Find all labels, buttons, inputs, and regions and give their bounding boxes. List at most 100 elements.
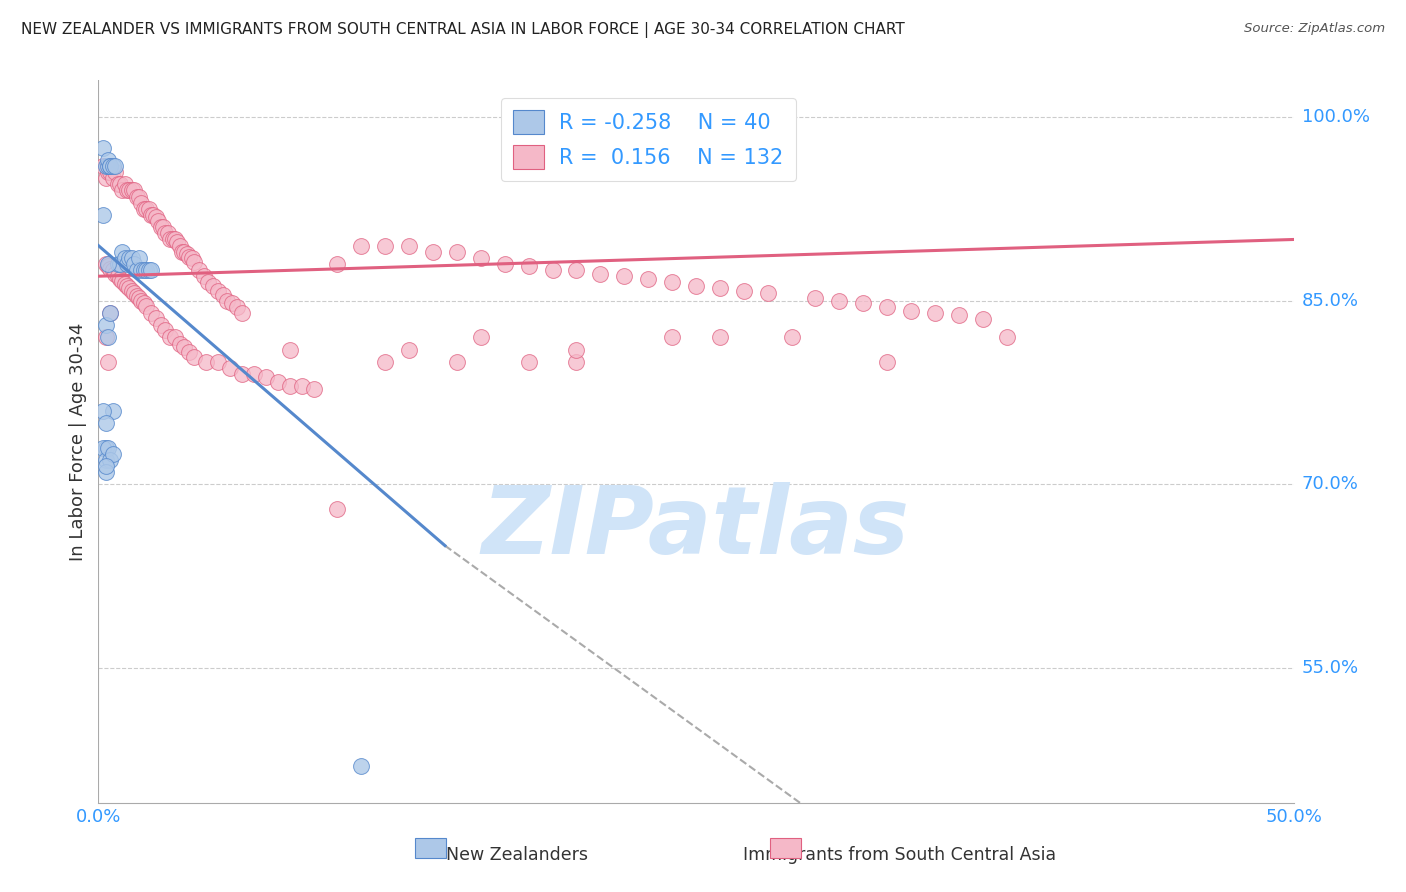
- Point: [115, 184, 138, 198]
- Point: [114, 277, 136, 291]
- Point: [111, 244, 134, 259]
- Point: [94, 465, 117, 479]
- Point: [852, 296, 875, 310]
- Point: [470, 330, 492, 344]
- Point: [91, 404, 114, 418]
- Point: [162, 232, 184, 246]
- Text: ZIPatlas: ZIPatlas: [482, 483, 910, 574]
- Point: [125, 189, 148, 203]
- Point: [179, 345, 201, 359]
- Point: [422, 244, 444, 259]
- Point: [91, 441, 114, 455]
- Point: [114, 178, 136, 192]
- Point: [104, 165, 127, 179]
- Legend: R = -0.258    N = 40, R =  0.156    N = 132: R = -0.258 N = 40, R = 0.156 N = 132: [501, 98, 796, 181]
- Point: [159, 330, 181, 344]
- Point: [202, 279, 225, 293]
- Point: [124, 286, 146, 301]
- Point: [107, 269, 129, 284]
- Point: [207, 355, 229, 369]
- Point: [94, 453, 117, 467]
- Text: NEW ZEALANDER VS IMMIGRANTS FROM SOUTH CENTRAL ASIA IN LABOR FORCE | AGE 30-34 C: NEW ZEALANDER VS IMMIGRANTS FROM SOUTH C…: [21, 22, 905, 38]
- Point: [613, 269, 636, 284]
- Point: [128, 291, 150, 305]
- Point: [118, 251, 141, 265]
- Point: [101, 171, 124, 186]
- Point: [159, 232, 181, 246]
- Point: [173, 340, 195, 354]
- Point: [166, 235, 188, 249]
- Point: [125, 289, 148, 303]
- Point: [97, 257, 120, 271]
- Point: [139, 306, 162, 320]
- Point: [326, 502, 349, 516]
- Point: [94, 416, 117, 430]
- Point: [135, 263, 157, 277]
- Point: [138, 263, 160, 277]
- Point: [231, 367, 253, 381]
- Y-axis label: In Labor Force | Age 30-34: In Labor Force | Age 30-34: [69, 322, 87, 561]
- Point: [661, 276, 683, 290]
- Text: 100.0%: 100.0%: [1302, 108, 1369, 126]
- Point: [470, 251, 492, 265]
- Point: [94, 441, 117, 455]
- Point: [94, 458, 117, 473]
- Point: [709, 330, 731, 344]
- Point: [179, 250, 201, 264]
- Point: [104, 267, 127, 281]
- Point: [132, 202, 155, 216]
- Point: [148, 214, 170, 228]
- Point: [94, 318, 117, 333]
- Point: [139, 263, 162, 277]
- Point: [98, 159, 122, 173]
- Point: [124, 257, 146, 271]
- Point: [135, 202, 157, 216]
- Point: [121, 284, 143, 298]
- Point: [972, 312, 994, 326]
- Point: [145, 310, 167, 325]
- Point: [94, 159, 117, 173]
- Point: [125, 263, 148, 277]
- Point: [183, 350, 205, 364]
- Text: 85.0%: 85.0%: [1302, 292, 1358, 310]
- Point: [121, 251, 143, 265]
- Point: [114, 251, 136, 265]
- Point: [97, 355, 120, 369]
- Point: [211, 287, 233, 301]
- Point: [163, 232, 186, 246]
- Point: [97, 260, 120, 274]
- Point: [149, 220, 172, 235]
- Point: [104, 159, 127, 173]
- Point: [876, 300, 898, 314]
- Point: [149, 318, 172, 333]
- Point: [172, 244, 194, 259]
- Point: [169, 238, 191, 252]
- Point: [115, 279, 138, 293]
- Point: [128, 189, 150, 203]
- Text: 70.0%: 70.0%: [1302, 475, 1358, 493]
- Point: [193, 269, 215, 284]
- Point: [98, 159, 122, 173]
- Point: [169, 336, 191, 351]
- Point: [97, 165, 120, 179]
- Point: [111, 184, 134, 198]
- Text: Source: ZipAtlas.com: Source: ZipAtlas.com: [1244, 22, 1385, 36]
- Point: [197, 276, 219, 290]
- Point: [132, 263, 155, 277]
- Point: [446, 244, 468, 259]
- Point: [145, 211, 167, 225]
- Point: [243, 367, 266, 381]
- Point: [101, 263, 124, 277]
- Point: [131, 293, 153, 308]
- Point: [155, 323, 177, 337]
- Point: [828, 293, 851, 308]
- Point: [107, 178, 129, 192]
- Point: [98, 306, 122, 320]
- Point: [326, 257, 349, 271]
- Point: [91, 208, 114, 222]
- Point: [163, 330, 186, 344]
- Point: [494, 257, 516, 271]
- Point: [111, 274, 134, 288]
- Text: New Zealanders: New Zealanders: [446, 847, 588, 864]
- Point: [101, 404, 124, 418]
